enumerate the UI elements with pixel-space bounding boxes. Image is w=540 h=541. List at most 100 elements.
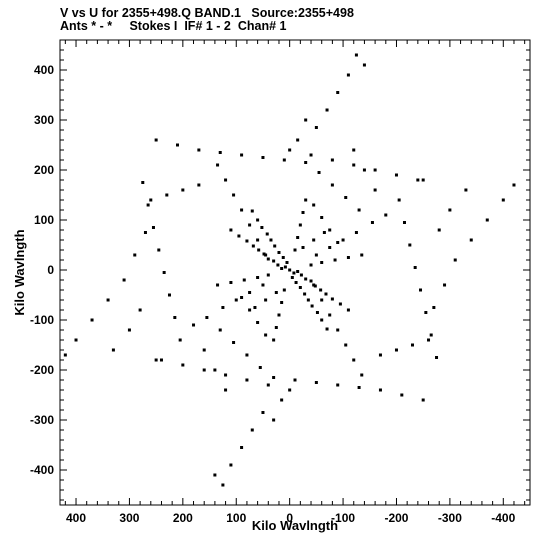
x-tick-label: -300 [438, 511, 462, 525]
uv-point [419, 288, 423, 292]
uv-point [320, 318, 324, 322]
uv-point [167, 293, 171, 297]
uv-point [282, 288, 286, 292]
uv-point [397, 198, 401, 202]
uv-point [296, 138, 300, 142]
uv-point [240, 446, 244, 449]
uv-point [402, 221, 406, 224]
uv-point [394, 173, 398, 177]
uv-point [338, 302, 342, 306]
uv-point [162, 271, 166, 274]
uv-point [276, 263, 280, 267]
uv-point [309, 263, 313, 267]
uv-point [370, 221, 374, 224]
uv-point [319, 288, 323, 292]
uv-point [202, 368, 206, 372]
uv-point [250, 209, 254, 213]
uv-point [336, 383, 340, 387]
uv-point [328, 228, 332, 232]
uv-point [221, 483, 225, 487]
uv-point [299, 273, 303, 277]
uv-point [378, 388, 382, 392]
uv-point [443, 283, 447, 287]
uv-point [320, 298, 324, 302]
y-tick-label: -400 [30, 463, 54, 477]
y-tick-label: -100 [30, 313, 54, 327]
uv-point [304, 277, 308, 281]
uv-point [312, 203, 316, 207]
y-tick-label: -300 [30, 413, 54, 427]
uv-point [122, 278, 126, 282]
uv-point [421, 398, 425, 402]
uv-point [312, 238, 316, 242]
uv-point [261, 156, 265, 159]
y-tick-label: 0 [47, 263, 54, 277]
uv-point [352, 358, 356, 362]
uv-point [378, 353, 382, 357]
uv-point [216, 283, 220, 287]
uv-point [285, 261, 289, 264]
uv-point [256, 218, 260, 222]
uv-point [464, 188, 468, 192]
uv-point [427, 338, 431, 342]
uv-point [256, 276, 260, 279]
uv-point [301, 211, 305, 214]
uv-point [336, 328, 340, 332]
y-tick-label: 400 [34, 63, 54, 77]
uv-point [394, 348, 398, 352]
uv-point [411, 343, 414, 347]
x-tick-label: 400 [66, 511, 86, 525]
uv-point [192, 323, 196, 327]
uv-point [218, 328, 222, 332]
uv-point [283, 265, 287, 269]
uv-point [421, 178, 425, 182]
x-tick-label: -200 [384, 511, 408, 525]
uv-point [309, 153, 313, 157]
uv-point [141, 181, 145, 184]
uv-point [333, 258, 337, 262]
uv-point [181, 363, 185, 367]
uv-point [330, 297, 334, 301]
uv-point [346, 308, 350, 312]
uv-point [336, 91, 340, 94]
x-tick-label: -100 [331, 511, 355, 525]
uv-point [269, 238, 273, 242]
uv-point [159, 358, 163, 362]
uv-point [274, 291, 278, 294]
uv-point [256, 238, 260, 242]
uv-point [512, 183, 516, 187]
y-tick-label: -200 [30, 363, 54, 377]
uv-point [293, 248, 297, 252]
uv-point [293, 378, 297, 382]
uv-point [221, 306, 225, 309]
uv-point [262, 252, 266, 256]
uv-point [272, 259, 276, 263]
x-tick-label: 300 [119, 511, 139, 525]
uv-point [330, 158, 334, 162]
uv-point [165, 193, 169, 197]
y-axis-label: Kilo Wavlngth [12, 229, 27, 315]
uv-point [264, 333, 268, 337]
uv-point [264, 298, 268, 302]
uv-point [354, 53, 358, 57]
uv-point [280, 301, 284, 304]
uv-point [265, 232, 269, 236]
uv-point [437, 228, 441, 232]
uv-point [181, 188, 185, 192]
uv-point [127, 328, 131, 332]
uv-point [253, 306, 257, 309]
uv-point [248, 308, 252, 312]
uv-point [232, 341, 236, 344]
uv-point [111, 348, 115, 352]
uv-point [304, 198, 308, 202]
uv-point [424, 311, 428, 314]
uv-point [292, 271, 296, 275]
uv-point [320, 216, 324, 219]
uv-point [357, 208, 361, 212]
uv-point [245, 378, 249, 382]
uv-point [63, 353, 67, 357]
uv-point [360, 373, 364, 377]
uv-point [266, 273, 270, 277]
uv-point [362, 168, 366, 172]
uv-point [303, 292, 307, 296]
